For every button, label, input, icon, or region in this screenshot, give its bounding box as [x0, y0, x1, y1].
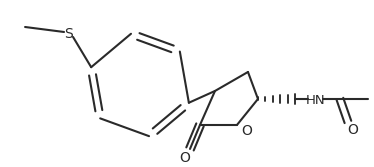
Text: O: O [347, 123, 358, 137]
Text: HN: HN [306, 95, 326, 107]
Text: S: S [64, 27, 73, 41]
Text: O: O [242, 124, 252, 138]
Text: O: O [180, 151, 190, 165]
